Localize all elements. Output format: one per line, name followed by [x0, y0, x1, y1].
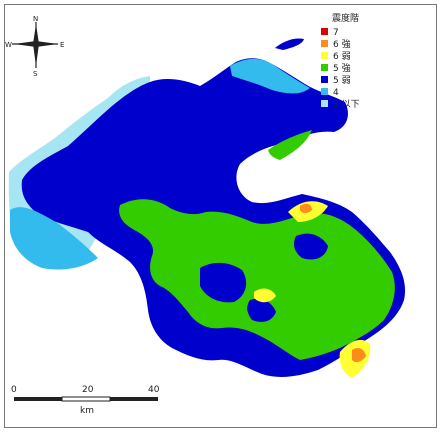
scale-tick-0: 0 [11, 385, 17, 395]
region-intensity-5-upper-coast [268, 130, 312, 160]
legend-swatch-6 [321, 100, 328, 107]
compass-icon: N S E W [5, 15, 64, 78]
region-intensity-5-upper [119, 199, 395, 360]
region-intensity-6-upper-east [300, 203, 312, 213]
region-intensity-6-upper-south [352, 348, 366, 363]
legend-swatch-4 [321, 76, 328, 83]
region-intensity-5-lower-interior-c [247, 298, 276, 322]
legend-swatch-5 [321, 88, 328, 95]
legend: 震度階 76 強6 弱5 強5 弱 4 3 以下 [321, 12, 360, 110]
scale-tick-20: 20 [82, 385, 94, 395]
compass-west-label: W [5, 41, 12, 49]
legend-label-4: 5 弱 [333, 75, 351, 86]
compass-north-label: N [33, 15, 38, 23]
compass-east-label: E [60, 41, 64, 49]
legend-label-6: 3 以下 [333, 100, 360, 110]
legend-label-0: 7 [333, 28, 339, 38]
legend-label-5: 4 [333, 88, 339, 98]
island-region [275, 38, 304, 50]
compass-south-label: S [33, 70, 38, 78]
region-intensity-4-north [230, 58, 310, 94]
scale-tick-40: 40 [148, 385, 160, 395]
legend-label-1: 6 強 [333, 38, 351, 50]
region-intensity-4-west [10, 207, 98, 270]
region-intensity-5-lower-interior-b [294, 233, 328, 260]
legend-label-2: 6 弱 [333, 51, 351, 62]
legend-swatch-3 [321, 64, 328, 71]
legend-swatch-2 [321, 52, 328, 59]
scale-unit: km [80, 406, 94, 416]
legend-swatch-1 [321, 40, 328, 47]
legend-title: 震度階 [332, 12, 359, 24]
scale-bar: 0 20 40 km [11, 385, 160, 416]
region-intensity-6-lower-central [254, 288, 276, 303]
legend-label-3: 5 強 [333, 62, 351, 74]
region-intensity-5-lower-interior-a [200, 262, 247, 303]
legend-swatch-0 [321, 28, 328, 35]
